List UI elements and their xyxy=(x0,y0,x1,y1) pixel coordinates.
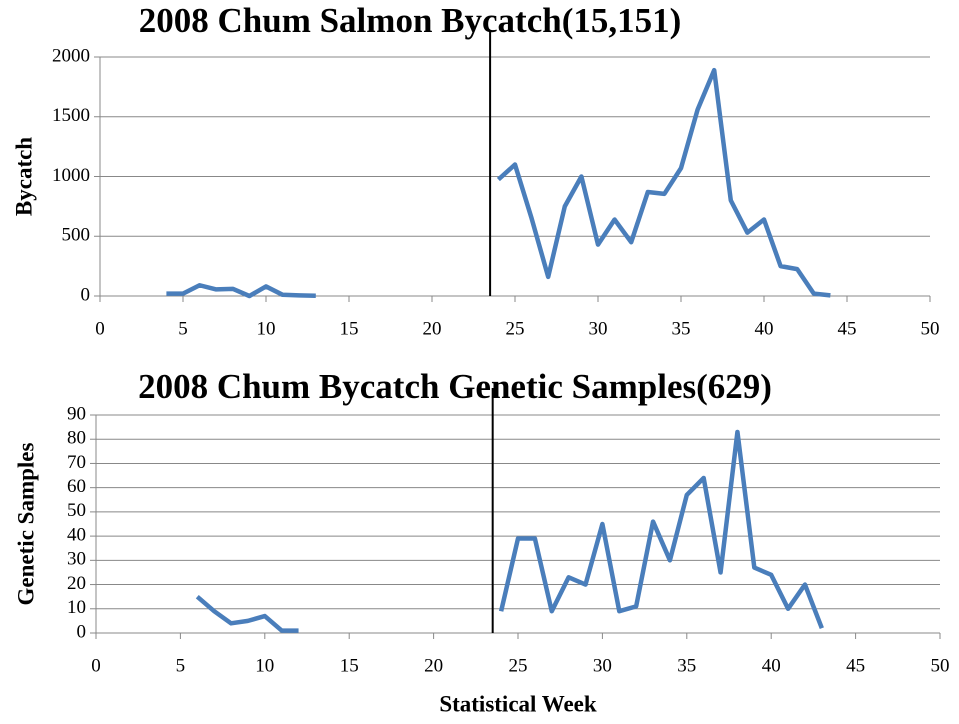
x-tick-label: 35 xyxy=(677,655,696,676)
chart-title: 2008 Chum Salmon Bycatch(15,151) xyxy=(139,1,682,40)
x-tick-label: 40 xyxy=(755,318,774,339)
y-tick-label: 80 xyxy=(67,428,86,449)
data-line xyxy=(195,429,824,633)
x-tick-label: 45 xyxy=(846,655,865,676)
x-tick-label: 15 xyxy=(340,655,359,676)
y-tick-label: 1000 xyxy=(52,165,90,186)
x-tick-label: 10 xyxy=(257,318,276,339)
y-tick-label: 500 xyxy=(62,225,91,246)
x-tick-label: 50 xyxy=(921,318,940,339)
x-tick-label: 35 xyxy=(672,318,691,339)
data-line xyxy=(166,67,831,299)
y-tick-label: 10 xyxy=(67,597,86,618)
x-tick-label: 15 xyxy=(340,318,359,339)
y-tick-label: 0 xyxy=(81,284,91,305)
x-axis-title: Statistical Week xyxy=(439,691,597,716)
x-tick-label: 30 xyxy=(593,655,612,676)
y-axis-title: Bycatch xyxy=(11,137,36,216)
y-tick-label: 2000 xyxy=(52,45,90,66)
y-tick-label: 1500 xyxy=(52,105,90,126)
x-tick-label: 45 xyxy=(838,318,857,339)
y-axis-title: Genetic Samples xyxy=(13,443,38,606)
x-tick-label: 20 xyxy=(424,655,443,676)
x-tick-label: 25 xyxy=(506,318,525,339)
y-tick-label: 70 xyxy=(67,452,86,473)
y-tick-label: 60 xyxy=(67,476,86,497)
x-tick-label: 0 xyxy=(91,655,101,676)
x-tick-label: 0 xyxy=(95,318,105,339)
x-tick-label: 10 xyxy=(255,655,274,676)
y-tick-label: 40 xyxy=(67,524,86,545)
x-tick-label: 20 xyxy=(423,318,442,339)
y-tick-label: 50 xyxy=(67,500,86,521)
y-tick-label: 20 xyxy=(67,573,86,594)
x-tick-label: 40 xyxy=(762,655,781,676)
x-tick-label: 5 xyxy=(178,318,188,339)
y-tick-label: 0 xyxy=(77,621,87,642)
x-tick-label: 5 xyxy=(176,655,186,676)
x-tick-label: 50 xyxy=(931,655,950,676)
y-tick-label: 90 xyxy=(67,403,86,424)
x-tick-label: 30 xyxy=(589,318,608,339)
y-tick-label: 30 xyxy=(67,549,86,570)
x-tick-label: 25 xyxy=(509,655,528,676)
chart-title: 2008 Chum Bycatch Genetic Samples(629) xyxy=(138,367,772,406)
